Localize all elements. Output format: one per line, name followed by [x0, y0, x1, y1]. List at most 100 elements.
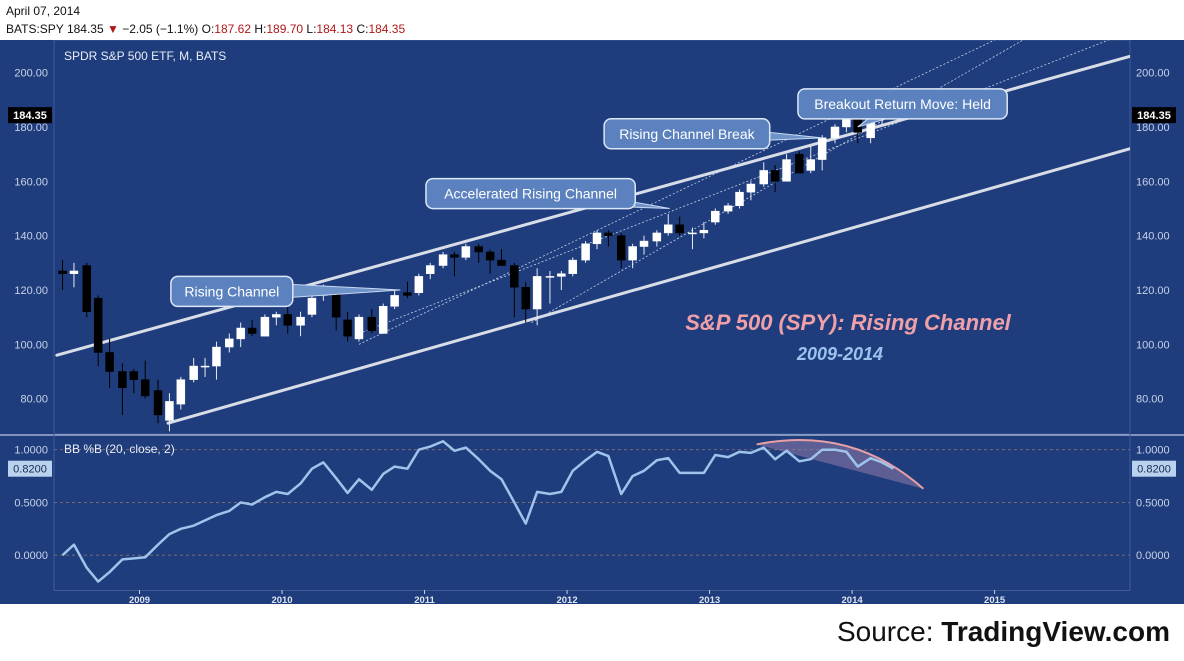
candle-body: [82, 265, 92, 312]
candle-7: [140, 360, 150, 399]
candles: [58, 99, 898, 432]
symbol[interactable]: BATS:SPY: [6, 22, 64, 36]
source-prefix: Source:: [836, 616, 942, 647]
candle-14: [225, 333, 234, 353]
price-tick-left-3: 140.00: [14, 231, 48, 243]
candle-50: [652, 230, 662, 247]
annotation-box: [603, 118, 771, 150]
candle-10: [176, 376, 186, 410]
price-tick-right-2: 120.00: [1136, 285, 1170, 297]
candle-46: [604, 230, 613, 247]
candle-40: [532, 268, 542, 326]
candle-25: [354, 314, 364, 342]
candle-body: [378, 306, 388, 334]
annotation-box: [797, 88, 1008, 120]
price-chart-title: SPDR S&P 500 ETF, M, BATS: [64, 49, 226, 63]
price-tick-right-3: 140.00: [1136, 231, 1170, 243]
annotation-1: Accelerated Rising Channel: [425, 177, 670, 210]
candle-47: [616, 232, 626, 269]
candle-54: [699, 222, 709, 239]
chart-date: April 07, 2014: [6, 4, 81, 18]
price-tick-right-1: 100.00: [1136, 339, 1170, 351]
candle-17: [260, 314, 270, 337]
price-tick-right-6: 200.00: [1136, 68, 1170, 80]
candle-body: [93, 297, 103, 353]
candle-49: [639, 235, 649, 255]
candle-16: [247, 319, 257, 337]
candle-32: [438, 251, 448, 269]
candle-30: [414, 273, 424, 296]
candle-45: [592, 230, 602, 250]
candle-37: [497, 249, 506, 266]
annotation-2: Rising Channel Break: [603, 118, 823, 150]
candle-59: [759, 162, 768, 187]
candle-1: [69, 262, 79, 288]
low-value: 184.13: [316, 22, 354, 36]
candle-6: [129, 368, 139, 394]
candle-body: [296, 316, 305, 326]
candle-41: [545, 270, 555, 304]
source-name: TradingView.com: [941, 616, 1170, 647]
candle-27: [378, 303, 388, 334]
source-credit: Source: TradingView.com: [837, 616, 1170, 648]
candle-0: [58, 260, 67, 290]
candle-body: [247, 327, 257, 334]
candle-52: [675, 216, 684, 236]
last-value-label-left: 0.8200: [13, 464, 47, 476]
candle-body: [652, 232, 662, 242]
indicator-arc-fill: [756, 440, 924, 489]
candle-55: [711, 208, 720, 225]
candle-44: [581, 241, 590, 263]
candle-body: [165, 401, 174, 421]
down-triangle-icon: ▼: [106, 22, 119, 36]
price-tick-left-4: 160.00: [14, 176, 48, 188]
candle-body: [628, 246, 637, 261]
candle-body: [806, 159, 816, 171]
candle-body: [746, 183, 756, 193]
candle-body: [795, 153, 804, 174]
candle-12: [200, 357, 210, 377]
candle-body: [225, 338, 234, 348]
candle-body: [770, 170, 780, 182]
time-tick-4: 2013: [699, 595, 720, 606]
candle-body: [663, 224, 673, 234]
candle-body: [200, 365, 210, 368]
candle-19: [283, 303, 292, 334]
indicator-tick-right-2: 1.0000: [1136, 445, 1170, 457]
candle-body: [105, 352, 114, 372]
candle-body: [403, 292, 412, 296]
candle-24: [343, 311, 352, 342]
candle-body: [390, 295, 399, 307]
time-tick-2: 2011: [414, 595, 435, 606]
candle-body: [331, 292, 341, 318]
candle-33: [450, 251, 459, 277]
candle-body: [616, 235, 626, 261]
candle-body: [532, 276, 542, 310]
annotation-text: Rising Channel Break: [619, 126, 755, 142]
last-value-badge-right: [1132, 460, 1176, 477]
candle-body: [354, 316, 364, 340]
last-price-badge-left: [8, 107, 52, 124]
candle-58: [746, 181, 756, 201]
indicator-tick-left-2: 1.0000: [14, 445, 48, 457]
price-chart[interactable]: 80.00 80.00 100.00 100.00 120.00 120.00 140.00…: [0, 40, 1184, 608]
candle-65: [830, 124, 840, 144]
candle-body: [272, 314, 281, 318]
candle-31: [425, 262, 435, 280]
candle-11: [189, 357, 198, 383]
candle-body: [675, 224, 684, 234]
candle-body: [212, 346, 221, 367]
time-tick-5: 2014: [842, 595, 864, 606]
candle-body: [510, 265, 519, 288]
candle-body: [367, 316, 377, 331]
candle-body: [58, 270, 67, 274]
candle-body: [129, 371, 139, 380]
candle-body: [817, 137, 827, 160]
low-label: L:: [306, 22, 317, 36]
candle-8: [153, 379, 163, 424]
candle-53: [688, 227, 697, 250]
candle-body: [592, 232, 602, 245]
candle-63: [806, 145, 816, 174]
high-label: H:: [254, 22, 267, 36]
candle-body: [260, 316, 270, 337]
